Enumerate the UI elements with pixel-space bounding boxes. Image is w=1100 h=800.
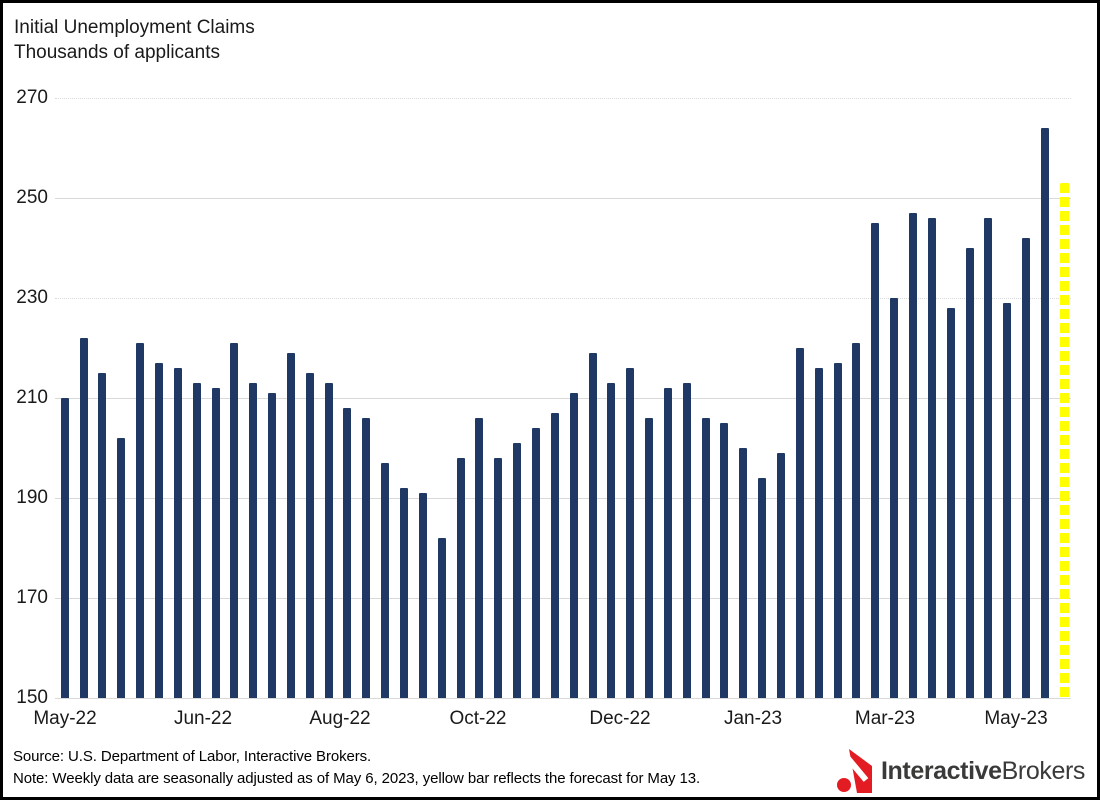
x-tick-label-Aug-22: Aug-22 (309, 708, 371, 729)
bar (795, 348, 804, 698)
bar (682, 383, 691, 698)
bar (456, 458, 465, 698)
bar (154, 363, 163, 698)
chart-title: Initial Unemployment Claims (14, 17, 255, 38)
gridline-270 (55, 98, 1071, 99)
bar (758, 478, 767, 698)
x-tick-label-Oct-22: Oct-22 (449, 708, 507, 729)
gridline-210 (55, 398, 1071, 399)
bar (513, 443, 522, 698)
logo-text-bold: Interactive (880, 756, 1002, 785)
bar (136, 343, 145, 698)
bar (645, 418, 654, 698)
x-tick-label-Dec-22: Dec-22 (589, 708, 651, 729)
bar (117, 438, 126, 698)
bar (946, 308, 955, 698)
y-tick-label-230: 230 (16, 287, 48, 308)
bar (814, 368, 823, 698)
bar (588, 353, 597, 698)
forecast-bar (1059, 183, 1069, 698)
interactive-brokers-logo-icon (836, 749, 872, 793)
source-text: Source: U.S. Department of Labor, Intera… (13, 748, 372, 765)
x-tick-label-Mar-23: Mar-23 (854, 708, 916, 729)
bar (607, 383, 616, 698)
bar (701, 418, 710, 698)
y-tick-label-270: 270 (16, 87, 48, 108)
bar (777, 453, 785, 698)
bar (324, 383, 333, 698)
bar (1040, 128, 1049, 698)
bar (908, 213, 917, 698)
gridline-170 (55, 598, 1071, 599)
bar (268, 393, 277, 698)
bar (663, 388, 672, 698)
chart-subtitle: Thousands of applicants (14, 42, 220, 63)
interactive-brokers-logo: InteractiveBrokers (835, 749, 1085, 793)
y-tick-label-190: 190 (16, 487, 48, 508)
bar (927, 218, 936, 698)
bar (984, 218, 993, 698)
bar (418, 493, 427, 698)
bar (211, 388, 220, 698)
x-tick-label-Jun-22: Jun-22 (173, 708, 233, 729)
bar (286, 353, 295, 698)
bar (852, 343, 861, 698)
bar (437, 538, 446, 698)
bar (739, 448, 748, 698)
y-tick-label-170: 170 (16, 587, 48, 608)
x-tick-label-Jan-23: Jan-23 (723, 708, 783, 729)
bar (475, 418, 484, 698)
interactive-brokers-logo-text: InteractiveBrokers (881, 757, 1085, 786)
gridline-230 (55, 298, 1071, 299)
bar (60, 398, 69, 698)
y-tick-label-150: 150 (16, 687, 48, 708)
y-tick-label-250: 250 (16, 187, 48, 208)
x-tick-label-May-22: May-22 (33, 708, 97, 729)
bar (890, 298, 899, 698)
note-text: Note: Weekly data are seasonally adjuste… (13, 770, 701, 787)
y-tick-label-210: 210 (16, 387, 48, 408)
bar (173, 368, 182, 698)
chart-title-block: Initial Unemployment Claims Thousands of… (14, 15, 255, 65)
bar (79, 338, 88, 698)
bar (531, 428, 540, 698)
bar (494, 458, 503, 698)
bar (381, 463, 390, 698)
bar (192, 383, 201, 698)
bar (569, 393, 578, 698)
bar (833, 363, 842, 698)
bar (362, 418, 371, 698)
gridline-190 (55, 498, 1071, 499)
bar (720, 423, 729, 698)
bar (871, 223, 880, 698)
bar (305, 373, 314, 698)
bar (550, 413, 559, 698)
bar (626, 368, 635, 698)
x-tick-label-May-23: May-23 (984, 708, 1048, 729)
bar (249, 383, 258, 698)
bar (400, 488, 408, 698)
footer-notes: Source: U.S. Department of Labor, Intera… (13, 746, 700, 790)
bar (343, 408, 352, 698)
bar (1022, 238, 1031, 698)
gridline-250 (55, 198, 1071, 199)
bar (1003, 303, 1012, 698)
bar (98, 373, 107, 698)
gridline-150 (55, 698, 1071, 699)
bar (965, 248, 974, 698)
logo-text-regular: Brokers (1001, 756, 1086, 785)
bar (230, 343, 239, 698)
